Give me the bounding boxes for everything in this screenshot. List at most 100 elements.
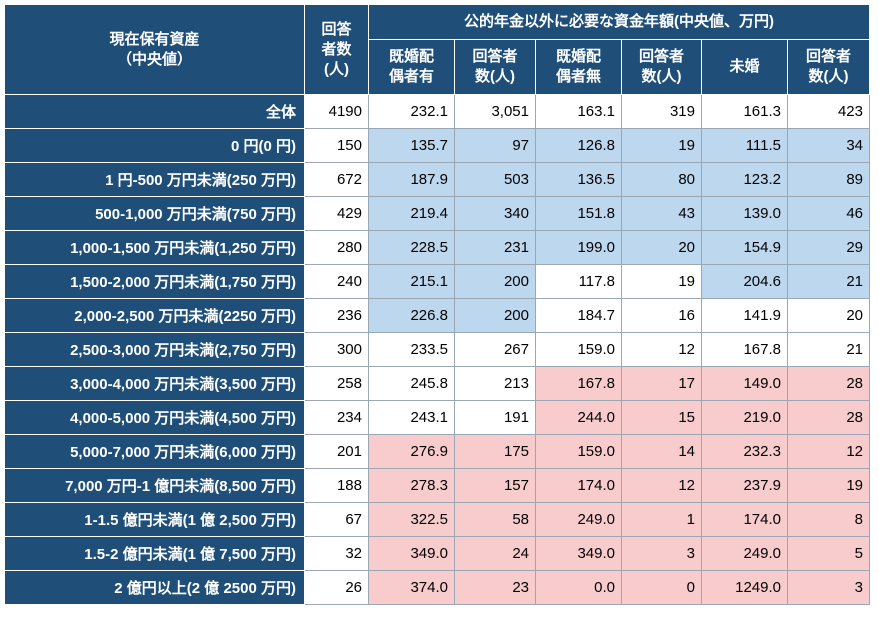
table-row: 3,000-4,000 万円未満(3,500 万円) 258 245.8 213 167… [4,366,870,401]
table-cell: 267 [454,332,536,367]
table-cell: 46 [787,196,870,231]
table-cell: 174.0 [701,502,788,537]
row-label: 2 億円以上(2 億 2500 万円) [4,570,305,605]
table-cell: 14 [621,434,702,469]
table-cell: 174.0 [535,468,622,503]
subheader-2: 既婚配 偶者無 [535,39,622,95]
respondent-count: 300 [304,332,369,367]
table-cell: 228.5 [368,230,455,265]
table-cell: 244.0 [535,400,622,435]
respondent-count: 429 [304,196,369,231]
table-cell: 249.0 [535,502,622,537]
table-row: 2,000-2,500 万円未満(2250 万円) 236 226.8 200 184.… [4,298,870,333]
table-cell: 231 [454,230,536,265]
header-asset: 現在保有資産 （中央値） [4,4,305,95]
table-cell: 123.2 [701,162,788,197]
table-row: 7,000 万円-1 億円未満(8,500 万円) 188 278.3 157 174.… [4,468,870,503]
table-cell: 136.5 [535,162,622,197]
table-cell: 149.0 [701,366,788,401]
table-cell: 200 [454,298,536,333]
respondent-count: 201 [304,434,369,469]
table-cell: 1249.0 [701,570,788,605]
row-label: 2,000-2,500 万円未満(2250 万円) [4,298,305,333]
subheader-0: 既婚配 偶者有 [368,39,455,95]
table-cell: 17 [621,366,702,401]
table-cell: 191 [454,400,536,435]
header-respondents-text: 回答 者数 (人) [321,20,352,78]
table-cell: 16 [621,298,702,333]
row-label: 1.5-2 億円未満(1 億 7,500 万円) [4,536,305,571]
table-row: 0 円(0 円) 150 135.7 97 126.8 19 111.5 34 [4,128,870,163]
table-row: 全体 4190 232.1 3,051 163.1 319 161.3 423 [4,94,870,129]
subheader-3: 回答者 数(人) [621,39,702,95]
table-cell: 21 [787,264,870,299]
table-cell: 226.8 [368,298,455,333]
respondent-count: 236 [304,298,369,333]
table-cell: 159.0 [535,434,622,469]
respondent-count: 67 [304,502,369,537]
table-cell: 340 [454,196,536,231]
table-cell: 175 [454,434,536,469]
table-cell: 20 [787,298,870,333]
table-cell: 349.0 [368,536,455,571]
table-cell: 117.8 [535,264,622,299]
header-asset-text: 現在保有資産 （中央値） [109,30,200,68]
table-cell: 5 [787,536,870,571]
table-cell: 21 [787,332,870,367]
table-cell: 20 [621,230,702,265]
table-cell: 12 [621,332,702,367]
table-cell: 0 [621,570,702,605]
header-group-title: 公的年金以外に必要な資金年額(中央値、万円) [368,4,870,40]
table-cell: 141.9 [701,298,788,333]
table-cell: 167.8 [535,366,622,401]
respondent-count: 280 [304,230,369,265]
asset-table-container: 現在保有資産 （中央値） 回答 者数 (人) 公的年金以外に必要な資金年額(中央値、万… [4,4,870,605]
row-label: 1 円-500 万円未満(250 万円) [4,162,305,197]
table-row: 5,000-7,000 万円未満(6,000 万円) 201 276.9 175 159… [4,434,870,469]
table-row: 1.5-2 億円未満(1 億 7,500 万円) 32 349.0 24 349.0 3 2… [4,536,870,571]
table-cell: 19 [787,468,870,503]
table-cell: 0.0 [535,570,622,605]
respondent-count: 240 [304,264,369,299]
table-cell: 139.0 [701,196,788,231]
row-label: 4,000-5,000 万円未満(4,500 万円) [4,400,305,435]
table-cell: 184.7 [535,298,622,333]
row-label: 2,500-3,000 万円未満(2,750 万円) [4,332,305,367]
row-label: 1-1.5 億円未満(1 億 2,500 万円) [4,502,305,537]
respondent-count: 32 [304,536,369,571]
table-cell: 43 [621,196,702,231]
table-cell: 215.1 [368,264,455,299]
table-row: 1,500-2,000 万円未満(1,750 万円) 240 215.1 200 117… [4,264,870,299]
table-cell: 163.1 [535,94,622,129]
table-cell: 24 [454,536,536,571]
table-cell: 28 [787,400,870,435]
subheader-5: 回答者 数(人) [787,39,870,95]
respondent-count: 4190 [304,94,369,129]
table-cell: 19 [621,128,702,163]
table-cell: 111.5 [701,128,788,163]
table-cell: 245.8 [368,366,455,401]
row-label: 500-1,000 万円未満(750 万円) [4,196,305,231]
table-cell: 97 [454,128,536,163]
table-cell: 135.7 [368,128,455,163]
table-cell: 58 [454,502,536,537]
table-cell: 89 [787,162,870,197]
row-label: 7,000 万円-1 億円未満(8,500 万円) [4,468,305,503]
table-cell: 249.0 [701,536,788,571]
table-row: 500-1,000 万円未満(750 万円) 429 219.4 340 151.8 43… [4,196,870,231]
row-label: 3,000-4,000 万円未満(3,500 万円) [4,366,305,401]
respondent-count: 234 [304,400,369,435]
header-respondents: 回答 者数 (人) [304,4,369,95]
table-cell: 159.0 [535,332,622,367]
row-label: 全体 [4,94,305,129]
table-cell: 219.4 [368,196,455,231]
table-cell: 278.3 [368,468,455,503]
table-row: 4,000-5,000 万円未満(4,500 万円) 234 243.1 191 244… [4,400,870,435]
respondent-count: 672 [304,162,369,197]
table-row: 1-1.5 億円未満(1 億 2,500 万円) 67 322.5 58 249.0 1 1… [4,502,870,537]
table-cell: 374.0 [368,570,455,605]
row-label: 1,000-1,500 万円未満(1,250 万円) [4,230,305,265]
respondent-count: 188 [304,468,369,503]
table-cell: 199.0 [535,230,622,265]
table-row: 1 円-500 万円未満(250 万円) 672 187.9 503 136.5 80 12… [4,162,870,197]
